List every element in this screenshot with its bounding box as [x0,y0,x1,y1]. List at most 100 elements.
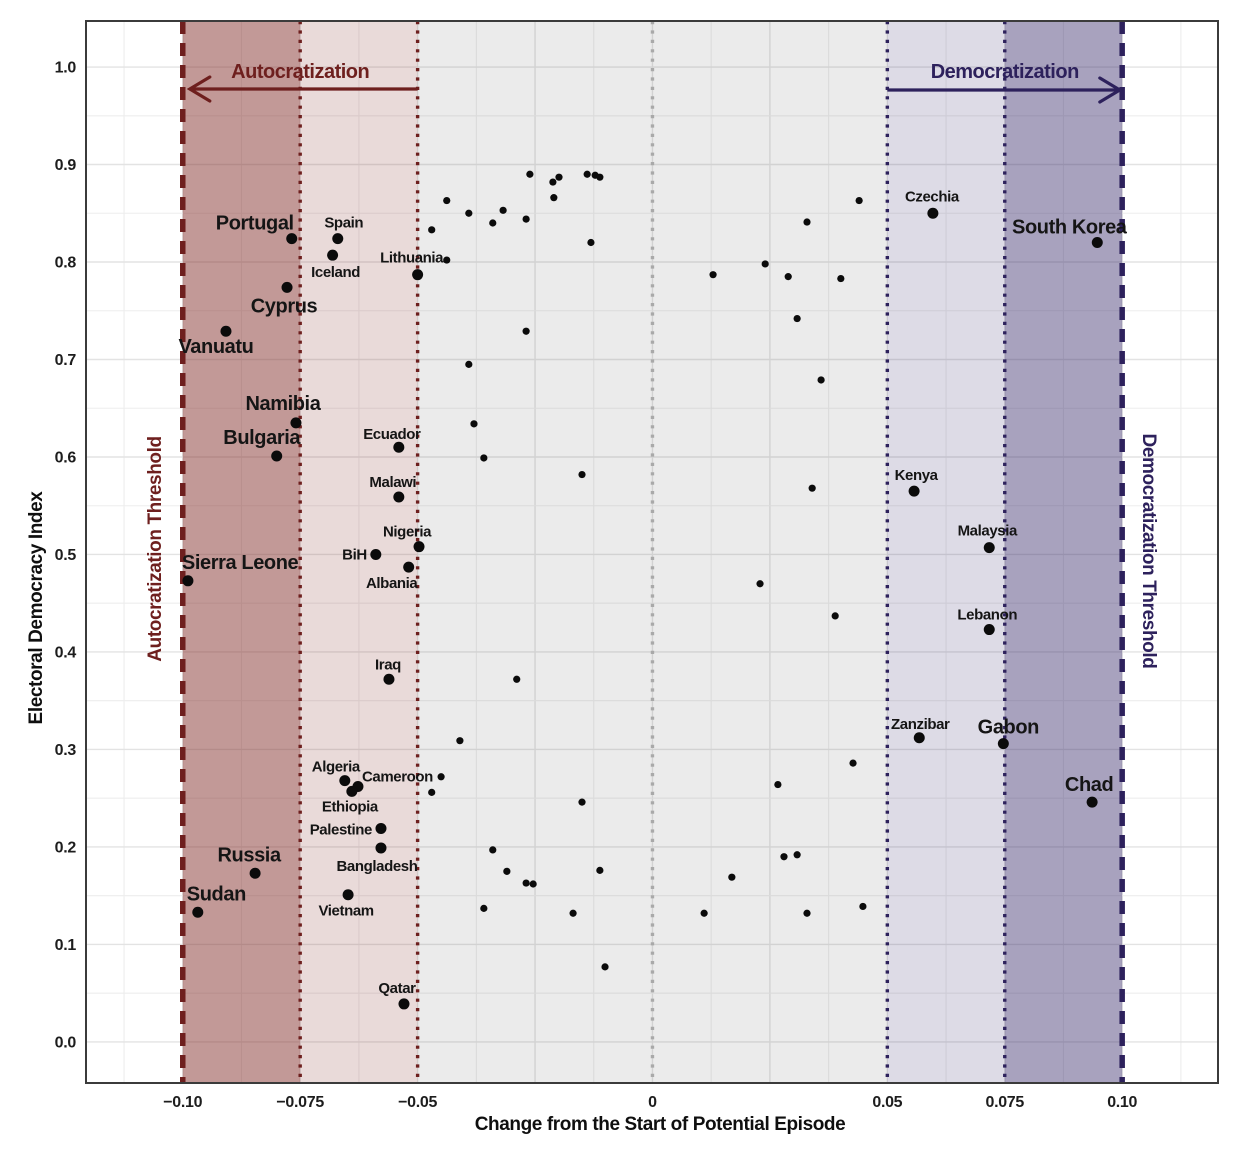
data-point-czechia [927,207,939,219]
data-point-label-namibia: Namibia [245,393,321,415]
data-point [803,909,811,917]
data-point [756,580,764,588]
data-point-cyprus [281,281,293,293]
data-point [465,209,473,217]
data-point-qatar [398,998,410,1010]
data-point-chad [1086,796,1098,808]
data-point-zanzibar [913,732,925,744]
data-point-label-cameroon: Cameroon [362,769,433,786]
democratization-arrow-head-icon [1098,76,1123,104]
data-point-spain [332,233,344,245]
data-point-label-bangladesh: Bangladesh [336,858,417,875]
data-point [583,170,591,178]
data-point-label-zanzibar: Zanzibar [891,716,950,733]
data-point-iceland [327,249,339,261]
panel-border [85,20,1219,1084]
democratization-threshold-label: Democratization Threshold [1138,434,1159,669]
data-point [489,219,497,227]
data-point-label-lebanon: Lebanon [957,607,1017,624]
autocratization-threshold-label: Autocratization Threshold [145,436,166,661]
data-point-bih [370,548,382,560]
data-point-label-malaysia: Malaysia [958,523,1018,540]
autocratization-arrow-head-icon [186,75,212,103]
y-axis-tick-label: 0.7 [55,352,77,369]
data-point [780,853,788,861]
data-point-label-spain: Spain [324,215,363,232]
data-point-label-ethiopia: Ethiopia [322,798,379,815]
data-point-label-gabon: Gabon [978,717,1039,739]
data-point [443,196,451,205]
data-point-sudan [192,906,204,918]
autocratization-weak-band [300,21,418,1083]
data-point-label-cyprus: Cyprus [251,295,318,317]
data-point [503,867,511,875]
y-axis-tick-label: 1.0 [55,60,77,77]
x-axis-tick-label: 0 [648,1094,657,1111]
x-axis-tick-label: 0.10 [1107,1094,1137,1111]
data-point-nigeria [413,541,425,553]
data-point [456,737,464,745]
autocratization-strong-band [182,21,301,1083]
data-point-bangladesh [375,842,387,854]
data-point-ethiopia [346,785,358,797]
data-point [859,902,867,911]
data-point-ecuador [393,441,405,453]
data-point [522,879,530,887]
data-point [587,238,595,247]
data-point-label-vanuatu: Vanuatu [178,336,253,358]
data-point [470,420,478,428]
x-axis-title: Change from the Start of Potential Episo… [475,1114,846,1135]
data-point-label-chad: Chad [1065,774,1113,796]
democratization-weak-band [887,21,1005,1083]
autocratization-arrow-label: Autocratization [231,61,369,83]
data-point [793,851,801,859]
data-point-namibia [290,417,302,429]
data-point-vietnam [342,889,354,901]
y-axis-tick-label: 0.4 [55,644,77,661]
data-point-label-lithuania: Lithuania [380,250,444,267]
data-point-label-albania: Albania [366,575,418,592]
data-point [428,788,436,796]
data-point-malaysia [983,542,995,554]
data-point [601,963,609,971]
data-point-russia [249,867,261,879]
y-axis-tick-label: 0.5 [55,547,77,564]
data-point-label-nigeria: Nigeria [383,524,432,541]
data-point [480,904,488,912]
x-axis-tick-label: 0.05 [872,1094,902,1111]
data-point [550,194,558,202]
data-point-label-portugal: Portugal [216,213,294,235]
data-point-label-sierra-leone: Sierra Leone [182,552,299,574]
data-point-portugal [286,233,298,245]
data-point [855,196,863,205]
data-point-sierra-leone [182,575,194,587]
y-axis-tick-label: 0.2 [55,839,77,856]
data-point [578,798,586,806]
data-point-vanuatu [220,325,232,337]
data-point [784,273,792,281]
data-point [596,866,604,874]
x-axis-tick-label: 0.075 [985,1094,1024,1111]
data-point [700,909,708,917]
data-point-iraq [383,673,395,685]
data-point [596,173,604,181]
x-axis-tick-label: −0.075 [276,1094,324,1111]
data-point-label-malawi: Malawi [369,474,416,491]
data-point-label-russia: Russia [218,844,282,866]
data-point-lithuania [412,269,424,281]
data-point [817,376,825,384]
data-point [499,206,507,214]
data-point-palestine [375,822,387,834]
data-point [793,314,801,323]
democratization-arrow-label: Democratization [931,61,1079,83]
democratization-strong-band [1004,21,1123,1083]
data-point-label-iraq: Iraq [375,656,401,673]
data-point [549,178,557,186]
data-point [526,170,534,178]
data-point-south-korea [1091,237,1103,249]
data-point [761,260,769,268]
data-point-gabon [997,738,1009,750]
data-point-label-kenya: Kenya [895,467,939,484]
